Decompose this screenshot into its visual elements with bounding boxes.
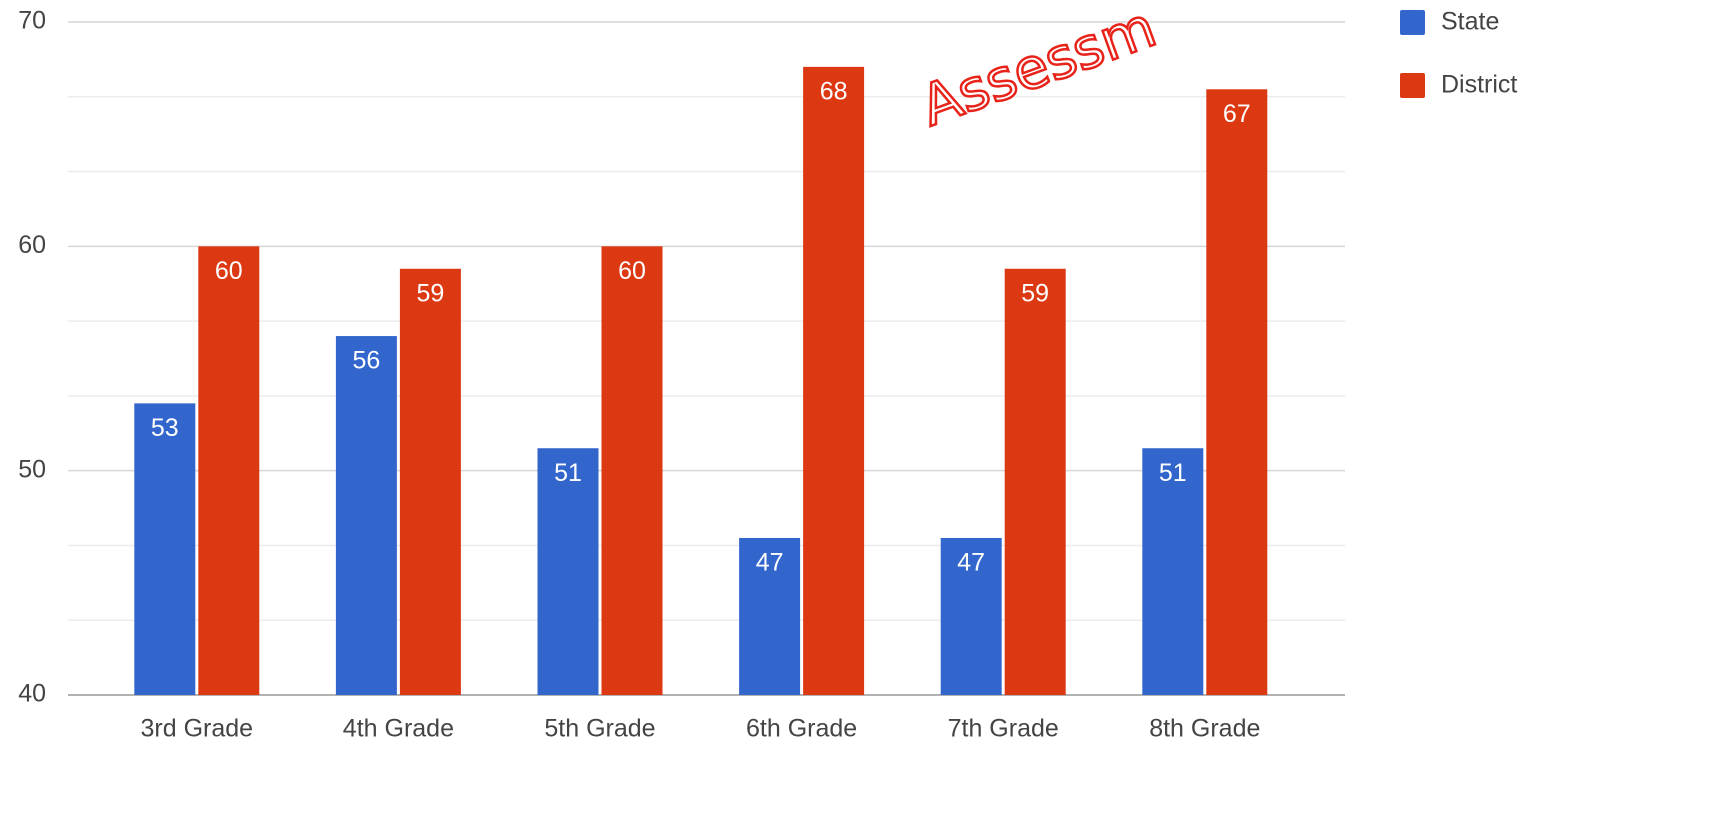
bar xyxy=(134,403,196,695)
value-label: 51 xyxy=(1159,459,1187,487)
bar xyxy=(537,448,599,695)
bar xyxy=(1004,268,1066,695)
y-tick-label: 40 xyxy=(18,680,46,708)
value-label: 59 xyxy=(416,279,444,307)
value-label: 59 xyxy=(1021,279,1049,307)
bar xyxy=(739,537,801,695)
legend-label: State xyxy=(1441,8,1499,36)
legend-swatch xyxy=(1400,10,1425,35)
bar xyxy=(940,537,1002,695)
x-tick-label: 3rd Grade xyxy=(141,715,254,743)
x-tick-label: 6th Grade xyxy=(746,715,857,743)
x-tick-label: 5th Grade xyxy=(544,715,655,743)
value-label: 53 xyxy=(151,414,179,442)
bar xyxy=(335,336,397,695)
value-label: 60 xyxy=(215,257,243,285)
x-tick-label: 8th Grade xyxy=(1149,715,1260,743)
bar xyxy=(198,246,260,696)
value-label: 68 xyxy=(820,77,848,105)
bar xyxy=(1142,448,1204,695)
legend-swatch xyxy=(1400,73,1425,98)
value-label: 47 xyxy=(957,549,985,577)
annotation: Assessm xyxy=(913,0,1165,139)
y-tick-label: 50 xyxy=(18,455,46,483)
bar xyxy=(601,246,663,696)
value-label: 56 xyxy=(352,347,380,375)
legend-label: District xyxy=(1441,71,1517,99)
value-label: 60 xyxy=(618,257,646,285)
value-label: 67 xyxy=(1223,100,1251,128)
value-label: 47 xyxy=(756,549,784,577)
bar xyxy=(399,268,461,695)
x-tick-label: 4th Grade xyxy=(343,715,454,743)
x-tick-label: 7th Grade xyxy=(948,715,1059,743)
value-label: 51 xyxy=(554,459,582,487)
y-tick-label: 70 xyxy=(18,7,46,35)
bar xyxy=(1206,89,1268,696)
bar xyxy=(803,66,865,695)
y-tick-label: 60 xyxy=(18,231,46,259)
